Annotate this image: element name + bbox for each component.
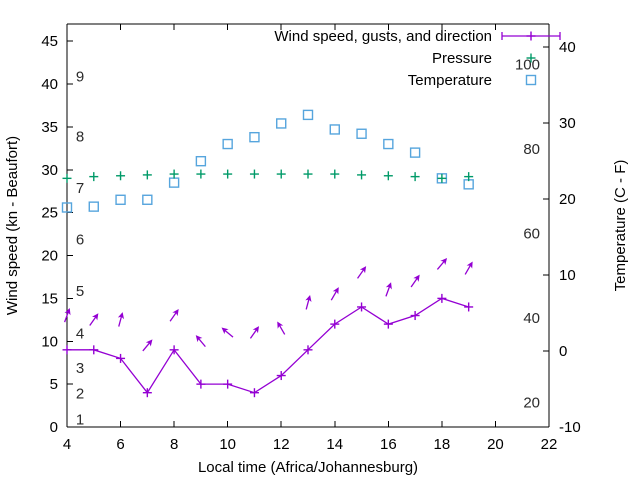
beaufort-label-4: 4 (76, 326, 84, 343)
temperature-point (142, 194, 153, 205)
beaufort-label-9: 9 (76, 68, 84, 85)
wind-gust-arrow (221, 327, 234, 338)
celsius-tick-label--10: -10 (559, 419, 581, 436)
y-tick-label-35: 35 (41, 119, 58, 136)
x-tick-label-4: 4 (63, 436, 71, 453)
wind-gust-arrow (330, 287, 339, 301)
wind-gust-arrow (410, 274, 420, 288)
temperature-point (463, 179, 474, 190)
x-tick-label-6: 6 (116, 436, 124, 453)
fahrenheit-label-60: 60 (523, 226, 540, 243)
x-tick-label-22: 22 (541, 436, 558, 453)
x-tick-label-16: 16 (380, 436, 397, 453)
temperature-point (168, 177, 180, 188)
wind-gust-arrow (169, 308, 179, 322)
wind-gust-arrow (357, 266, 367, 279)
x-axis-label: Local time (Africa/Johannesburg) (198, 459, 418, 476)
x-tick-label-20: 20 (487, 436, 504, 453)
temperature-point (383, 138, 394, 150)
y-tick-label-40: 40 (41, 76, 58, 93)
fahrenheit-label-40: 40 (523, 310, 540, 327)
wind-gust-arrow (464, 261, 473, 275)
legend-label-0: Wind speed, gusts, and direction (274, 28, 492, 45)
temperature-point (222, 138, 233, 150)
wind-gust-arrow (277, 321, 286, 335)
fahrenheit-label-100: 100 (515, 57, 540, 74)
celsius-tick-label-30: 30 (559, 115, 576, 132)
celsius-tick-label-20: 20 (559, 191, 576, 208)
beaufort-label-5: 5 (76, 283, 84, 300)
beaufort-label-6: 6 (76, 231, 84, 248)
y-tick-label-45: 45 (41, 33, 58, 50)
fahrenheit-label-80: 80 (523, 141, 540, 158)
x-tick-label-10: 10 (219, 436, 236, 453)
temperature-point (61, 202, 73, 213)
temperature-point (276, 118, 287, 129)
temperature-point (115, 194, 126, 205)
beaufort-label-8: 8 (76, 128, 84, 145)
y-tick-label-15: 15 (41, 290, 58, 307)
wind-gust-arrow (436, 257, 448, 270)
temperature-point (88, 201, 99, 212)
celsius-tick-label-10: 10 (559, 267, 576, 284)
temperature-point (195, 155, 207, 167)
wind-gust-arrow (63, 308, 71, 323)
wind-gust-arrow (89, 313, 99, 326)
celsius-tick-label-0: 0 (559, 343, 567, 360)
y-tick-label-0: 0 (50, 419, 58, 436)
x-tick-label-18: 18 (434, 436, 451, 453)
y-tick-label-5: 5 (50, 376, 58, 393)
x-tick-label-8: 8 (170, 436, 178, 453)
beaufort-label-7: 7 (76, 180, 84, 197)
temperature-point (302, 109, 314, 121)
y2-axis-label: Temperature (C - F) (612, 160, 629, 292)
temperature-point (329, 124, 340, 135)
wind-gust-arrow (117, 312, 125, 327)
y-tick-label-20: 20 (41, 248, 58, 265)
y-tick-label-25: 25 (41, 205, 58, 222)
beaufort-label-2: 2 (76, 386, 84, 403)
wind-gust-arrow (249, 326, 260, 339)
beaufort-label-1: 1 (76, 411, 84, 428)
legend-label-1: Pressure (432, 50, 492, 67)
wind-gust-arrow (195, 335, 206, 348)
wind-gust-arrow (385, 282, 392, 297)
y-tick-label-10: 10 (41, 333, 58, 350)
celsius-tick-label-40: 40 (559, 39, 576, 56)
wind-speed-line (67, 297, 469, 394)
temperature-point (249, 131, 260, 143)
wind-gust-arrow (305, 294, 312, 310)
temperature-point (409, 147, 421, 158)
y-tick-label-30: 30 (41, 162, 58, 179)
fahrenheit-label-20: 20 (523, 395, 540, 412)
y-axis-label: Wind speed (kn - Beaufort) (4, 136, 21, 315)
legend-sample-square (525, 74, 537, 86)
x-tick-label-12: 12 (273, 436, 290, 453)
temperature-point (356, 128, 367, 139)
legend-label-2: Temperature (408, 72, 492, 89)
wind-gust-arrow (142, 339, 153, 352)
x-tick-label-14: 14 (326, 436, 343, 453)
beaufort-label-3: 3 (76, 360, 84, 377)
